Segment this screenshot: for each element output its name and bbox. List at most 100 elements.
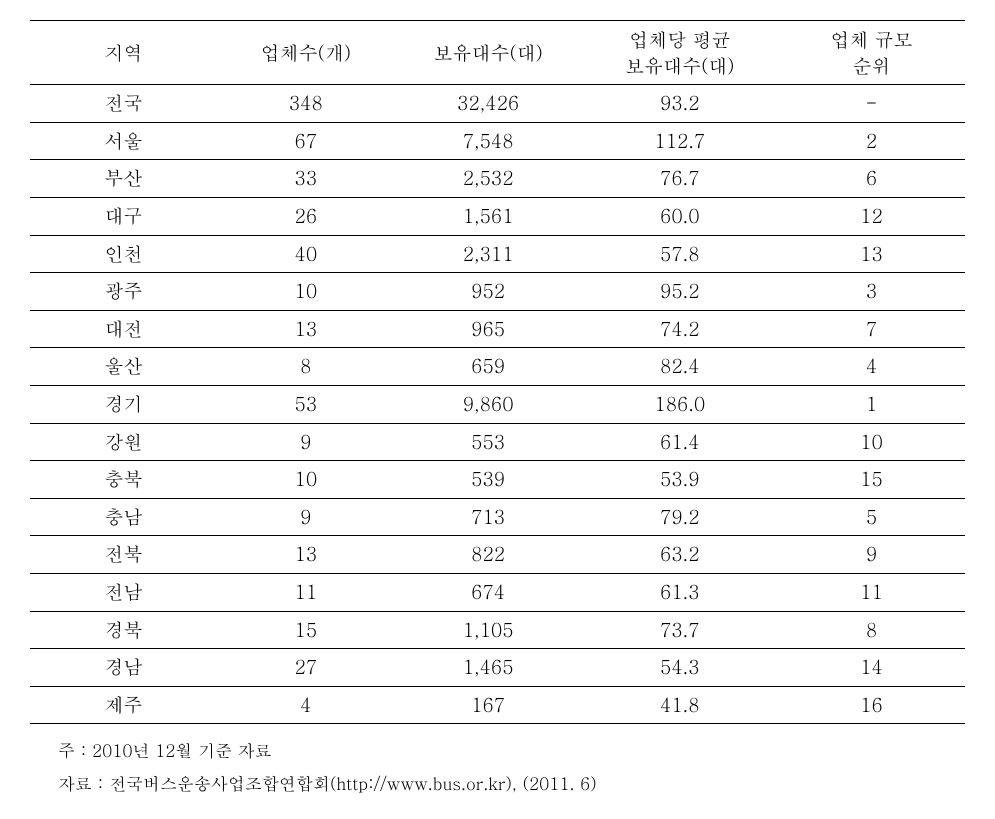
header-avg: 업체당 평균보유대수(대) bbox=[582, 21, 778, 85]
table-cell: 10 bbox=[217, 273, 395, 311]
footnote-source: 자료 : 전국버스운송사업조합연합회(http://www.bus.or.kr)… bbox=[58, 767, 965, 799]
table-cell: 제주 bbox=[30, 686, 217, 724]
table-body: 전국34832,42693.2-서울677,548112.72부산332,532… bbox=[30, 85, 965, 724]
table-row: 울산865982.44 bbox=[30, 348, 965, 386]
table-cell: 광주 bbox=[30, 273, 217, 311]
table-cell: 26 bbox=[217, 198, 395, 236]
table-row: 제주416741.816 bbox=[30, 686, 965, 724]
table-cell: 112.7 bbox=[582, 122, 778, 160]
table-cell: 대전 bbox=[30, 310, 217, 348]
table-row: 서울677,548112.72 bbox=[30, 122, 965, 160]
table-cell: 경남 bbox=[30, 649, 217, 687]
header-avg-line2: 보유대수(대) bbox=[625, 52, 734, 79]
table-cell: 40 bbox=[217, 235, 395, 273]
table-cell: 10 bbox=[217, 461, 395, 499]
footnote-note: 주 : 2010년 12월 기준 자료 bbox=[58, 734, 965, 766]
header-rank: 업체 규모순위 bbox=[778, 21, 965, 85]
table-cell: 10 bbox=[778, 423, 965, 461]
table-cell: 8 bbox=[217, 348, 395, 386]
table-cell: 충북 bbox=[30, 461, 217, 499]
table-cell: 4 bbox=[217, 686, 395, 724]
table-cell: 2,532 bbox=[395, 160, 582, 198]
table-cell: 659 bbox=[395, 348, 582, 386]
table-cell: 5 bbox=[778, 498, 965, 536]
table-cell: 경기 bbox=[30, 386, 217, 424]
table-cell: 2,311 bbox=[395, 235, 582, 273]
table-cell: 63.2 bbox=[582, 536, 778, 574]
table-cell: 13 bbox=[217, 536, 395, 574]
table-cell: 167 bbox=[395, 686, 582, 724]
table-row: 대구261,56160.012 bbox=[30, 198, 965, 236]
table-row: 경북151,10573.78 bbox=[30, 611, 965, 649]
table-cell: 965 bbox=[395, 310, 582, 348]
table-cell: 539 bbox=[395, 461, 582, 499]
table-cell: 15 bbox=[778, 461, 965, 499]
table-row: 경기539,860186.01 bbox=[30, 386, 965, 424]
table-row: 충북1053953.915 bbox=[30, 461, 965, 499]
table-row: 부산332,53276.76 bbox=[30, 160, 965, 198]
table-header: 지역 업체수(개) 보유대수(대) 업체당 평균보유대수(대) 업체 규모순위 bbox=[30, 21, 965, 85]
table-cell: 1 bbox=[778, 386, 965, 424]
table-cell: 61.4 bbox=[582, 423, 778, 461]
table-cell: 8 bbox=[778, 611, 965, 649]
table-cell: 12 bbox=[778, 198, 965, 236]
table-cell: 부산 bbox=[30, 160, 217, 198]
table-cell: 13 bbox=[217, 310, 395, 348]
table-row: 광주1095295.23 bbox=[30, 273, 965, 311]
table-cell: 9,860 bbox=[395, 386, 582, 424]
table-cell: 4 bbox=[778, 348, 965, 386]
header-region-text: 지역 bbox=[105, 39, 143, 66]
table-cell: 713 bbox=[395, 498, 582, 536]
table-cell: 60.0 bbox=[582, 198, 778, 236]
header-fleet: 보유대수(대) bbox=[395, 21, 582, 85]
bus-company-regional-table: 지역 업체수(개) 보유대수(대) 업체당 평균보유대수(대) 업체 규모순위 … bbox=[30, 20, 965, 724]
table-cell: 6 bbox=[778, 160, 965, 198]
table-cell: 대구 bbox=[30, 198, 217, 236]
table-cell: 11 bbox=[217, 574, 395, 612]
table-cell: 27 bbox=[217, 649, 395, 687]
footnotes: 주 : 2010년 12월 기준 자료 자료 : 전국버스운송사업조합연합회(h… bbox=[30, 734, 965, 799]
table-cell: 67 bbox=[217, 122, 395, 160]
table-cell: 54.3 bbox=[582, 649, 778, 687]
table-row: 전국34832,42693.2- bbox=[30, 85, 965, 123]
table-cell: 울산 bbox=[30, 348, 217, 386]
table-cell: 서울 bbox=[30, 122, 217, 160]
table-cell: 79.2 bbox=[582, 498, 778, 536]
header-avg-line1: 업체당 평균 bbox=[629, 26, 730, 53]
table-cell: 95.2 bbox=[582, 273, 778, 311]
table-cell: 충남 bbox=[30, 498, 217, 536]
table-cell: 2 bbox=[778, 122, 965, 160]
table-row: 전북1382263.29 bbox=[30, 536, 965, 574]
table-cell: 73.7 bbox=[582, 611, 778, 649]
table-cell: 경북 bbox=[30, 611, 217, 649]
table-cell: 전국 bbox=[30, 85, 217, 123]
table-cell: 822 bbox=[395, 536, 582, 574]
table-cell: 11 bbox=[778, 574, 965, 612]
header-companies-text: 업체수(개) bbox=[261, 39, 351, 66]
table-cell: 9 bbox=[778, 536, 965, 574]
table-row: 인천402,31157.813 bbox=[30, 235, 965, 273]
table-cell: 7,548 bbox=[395, 122, 582, 160]
table-cell: 33 bbox=[217, 160, 395, 198]
table-cell: 강원 bbox=[30, 423, 217, 461]
table-cell: 348 bbox=[217, 85, 395, 123]
table-row: 대전1396574.27 bbox=[30, 310, 965, 348]
table-cell: 9 bbox=[217, 498, 395, 536]
header-region: 지역 bbox=[30, 21, 217, 85]
table-cell: 1,105 bbox=[395, 611, 582, 649]
table-cell: 553 bbox=[395, 423, 582, 461]
table-row: 충남971379.25 bbox=[30, 498, 965, 536]
header-fleet-text: 보유대수(대) bbox=[433, 39, 542, 66]
table-cell: 1,561 bbox=[395, 198, 582, 236]
header-row: 지역 업체수(개) 보유대수(대) 업체당 평균보유대수(대) 업체 규모순위 bbox=[30, 21, 965, 85]
header-rank-line1: 업체 규모 bbox=[830, 26, 912, 53]
table-cell: 53.9 bbox=[582, 461, 778, 499]
table-cell: - bbox=[778, 85, 965, 123]
table-cell: 16 bbox=[778, 686, 965, 724]
table-cell: 186.0 bbox=[582, 386, 778, 424]
table-row: 전남1167461.311 bbox=[30, 574, 965, 612]
table-cell: 전북 bbox=[30, 536, 217, 574]
table-cell: 13 bbox=[778, 235, 965, 273]
header-rank-line2: 순위 bbox=[852, 52, 890, 79]
table-row: 경남271,46554.314 bbox=[30, 649, 965, 687]
